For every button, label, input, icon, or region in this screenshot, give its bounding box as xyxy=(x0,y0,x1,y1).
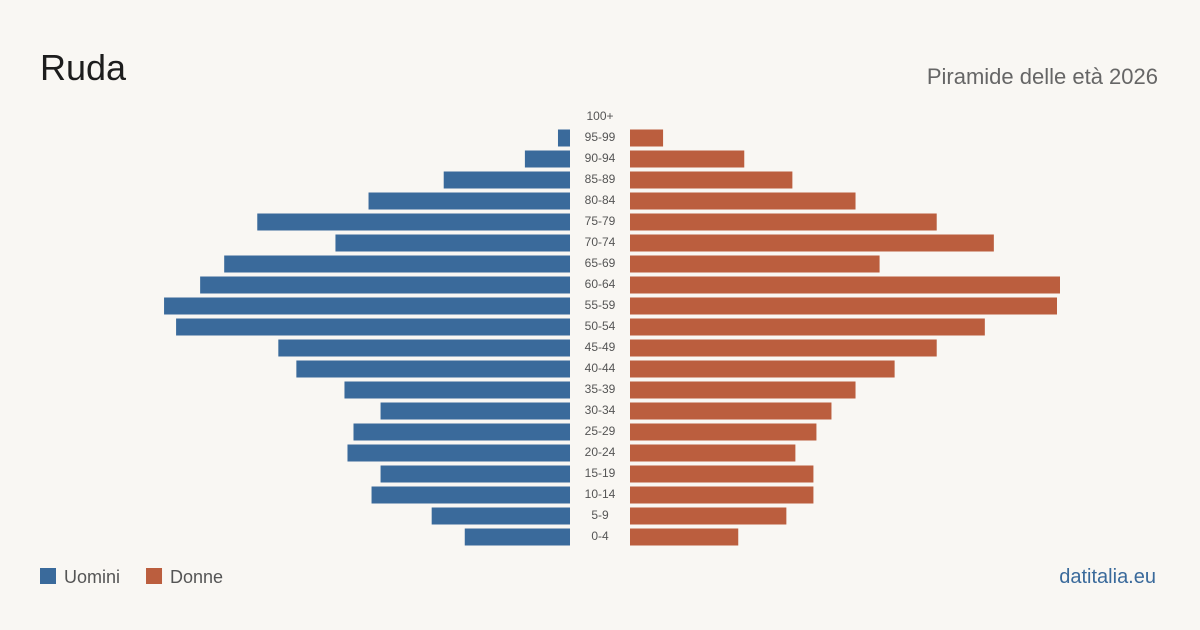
category-label: 100+ xyxy=(586,109,613,123)
bar xyxy=(630,255,880,273)
category-label: 30-34 xyxy=(585,403,616,417)
legend-swatch xyxy=(146,568,163,584)
category-label: 85-89 xyxy=(585,172,616,186)
category-label: 75-79 xyxy=(585,214,616,228)
category-label: 40-44 xyxy=(585,361,616,375)
bar xyxy=(353,423,570,441)
bar xyxy=(200,276,570,294)
bar xyxy=(524,150,570,168)
category-label: 15-19 xyxy=(585,466,616,480)
bar xyxy=(630,444,796,462)
category-label: 90-94 xyxy=(585,151,616,165)
category-label: 55-59 xyxy=(585,298,616,312)
bar xyxy=(630,528,739,546)
bar xyxy=(630,171,793,189)
bar xyxy=(443,171,570,189)
category-label: 65-69 xyxy=(585,256,616,270)
bar xyxy=(368,192,570,210)
bar xyxy=(164,297,570,315)
bar xyxy=(176,318,570,336)
legend-swatch xyxy=(40,568,56,584)
bar xyxy=(630,234,994,252)
bar xyxy=(630,381,856,399)
category-label: 80-84 xyxy=(585,193,616,207)
category-label: 45-49 xyxy=(585,340,616,354)
bar xyxy=(630,423,817,441)
category-label: 35-39 xyxy=(585,382,616,396)
legend-label: Donne xyxy=(170,567,223,587)
chart-subtitle: Piramide delle età 2026 xyxy=(927,64,1158,89)
bar xyxy=(257,213,570,231)
category-label: 95-99 xyxy=(585,130,616,144)
bar xyxy=(630,360,895,378)
bar xyxy=(464,528,570,546)
bar xyxy=(630,129,664,147)
category-label: 5-9 xyxy=(591,508,609,522)
bar xyxy=(431,507,570,525)
bar xyxy=(296,360,570,378)
bar xyxy=(630,150,745,168)
bar xyxy=(224,255,570,273)
bar xyxy=(557,129,570,147)
chart-title: Ruda xyxy=(40,47,127,88)
bar xyxy=(630,192,856,210)
bar xyxy=(630,339,937,357)
bar xyxy=(630,297,1057,315)
category-label: 60-64 xyxy=(585,277,616,291)
bar xyxy=(380,402,570,420)
bar xyxy=(630,213,937,231)
bar xyxy=(380,465,570,483)
bar xyxy=(335,234,570,252)
source: datitalia.eu xyxy=(1059,566,1156,588)
bar xyxy=(630,276,1060,294)
category-label: 25-29 xyxy=(585,424,616,438)
category-label: 70-74 xyxy=(585,235,616,249)
bar xyxy=(344,381,570,399)
bar xyxy=(630,465,814,483)
legend-label: Uomini xyxy=(64,567,120,587)
category-label: 0-4 xyxy=(591,529,609,543)
bar xyxy=(630,507,787,525)
bar xyxy=(347,444,570,462)
bar xyxy=(630,402,832,420)
bar xyxy=(630,486,814,504)
bar xyxy=(630,318,985,336)
category-label: 50-54 xyxy=(585,319,616,333)
bar xyxy=(278,339,570,357)
category-label: 10-14 xyxy=(585,487,616,501)
bar xyxy=(371,486,570,504)
category-label: 20-24 xyxy=(585,445,616,459)
